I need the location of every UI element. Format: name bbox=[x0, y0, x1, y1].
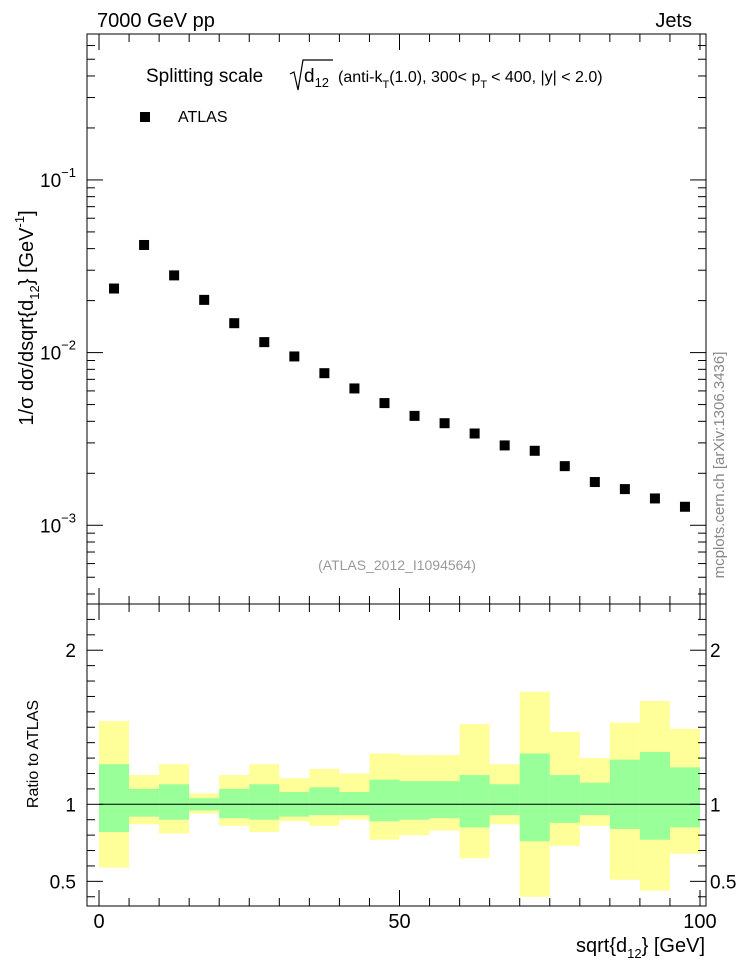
ratio-y-tick-label: 1 bbox=[65, 795, 76, 816]
ratio-band-inner bbox=[429, 781, 460, 819]
ratio-band-inner bbox=[219, 788, 250, 819]
data-point bbox=[529, 445, 540, 456]
ratio-plot-frame bbox=[86, 603, 707, 907]
ratio-y-tick-label-right: 1 bbox=[710, 795, 721, 816]
ratio-band-inner bbox=[99, 764, 130, 833]
x-tick-label: 0 bbox=[93, 911, 104, 933]
main-y-tick-label: 10−1 bbox=[40, 165, 76, 192]
ratio-band-inner bbox=[669, 767, 700, 828]
data-point bbox=[499, 440, 510, 451]
plot-title-symbol: d12 bbox=[304, 66, 329, 90]
main-data-points bbox=[109, 239, 690, 512]
legend-label-atlas: ATLAS bbox=[178, 109, 228, 126]
ratio-band-inner bbox=[459, 775, 490, 828]
ratio-band-inner bbox=[639, 751, 670, 840]
ratio-y-tick-label-right: 2 bbox=[710, 641, 721, 662]
ratio-band-inner bbox=[129, 788, 160, 817]
ratio-band-inner bbox=[609, 759, 640, 829]
ratio-band-inner bbox=[369, 779, 400, 822]
main-y-tick-label: 10−3 bbox=[40, 510, 76, 537]
ratio-y-tick-label-right: 0.5 bbox=[710, 872, 736, 893]
ratio-y-tick-label: 2 bbox=[65, 641, 76, 662]
data-point bbox=[139, 239, 150, 250]
ratio-axis-ticks: 0 50 100 0.5 0.5 1 1 2 2 bbox=[50, 604, 736, 933]
ratio-band-inner bbox=[159, 784, 190, 820]
data-point bbox=[619, 484, 630, 495]
plot-title-details: (anti-kT(1.0), 300< pT < 400, |y| < 2.0) bbox=[338, 69, 603, 91]
x-axis-label: sqrt{d12} [GeV] bbox=[576, 935, 705, 961]
ratio-band-inner bbox=[489, 784, 520, 816]
ratio-y-tick-label: 0.5 bbox=[50, 872, 76, 893]
data-point bbox=[169, 270, 180, 281]
data-point bbox=[109, 283, 120, 294]
main-y-axis-label: 1/σ dσ/dsqrt{d12} [GeV-1] bbox=[12, 210, 42, 425]
data-point bbox=[469, 428, 480, 439]
ratio-y-axis-label: Ratio to ATLAS bbox=[25, 700, 42, 808]
legend-marker-atlas bbox=[140, 112, 150, 122]
x-tick-label: 100 bbox=[683, 911, 716, 933]
ratio-band-inner bbox=[399, 781, 430, 820]
data-point bbox=[679, 501, 690, 512]
sqrt-symbol bbox=[289, 59, 333, 91]
data-point bbox=[409, 410, 420, 421]
ratio-band-inner bbox=[579, 782, 610, 816]
data-point bbox=[379, 398, 390, 409]
data-point bbox=[349, 383, 360, 394]
ratio-bands bbox=[99, 691, 700, 897]
data-point bbox=[199, 294, 210, 305]
ratio-band-inner bbox=[249, 784, 280, 820]
data-point bbox=[649, 493, 660, 504]
ratio-band-inner bbox=[309, 787, 340, 816]
x-tick-label: 50 bbox=[388, 911, 410, 933]
data-point bbox=[559, 461, 570, 472]
data-point bbox=[259, 337, 270, 348]
data-point bbox=[229, 318, 240, 329]
data-point bbox=[289, 351, 300, 362]
analysis-watermark: (ATLAS_2012_I1094564) bbox=[318, 557, 476, 573]
main-axis-ticks: 10−1 10−2 10−3 bbox=[40, 34, 706, 604]
data-point bbox=[319, 368, 330, 379]
plot-title: Splitting scale bbox=[146, 66, 263, 87]
main-y-tick-label: 10−2 bbox=[40, 338, 76, 365]
side-source-label: mcplots.cern.ch [arXiv:1306.3436] bbox=[711, 352, 728, 579]
data-point bbox=[589, 477, 600, 488]
header-right: Jets bbox=[655, 10, 692, 32]
ratio-band-inner bbox=[519, 753, 550, 842]
ratio-band-inner bbox=[549, 775, 580, 823]
header-left: 7000 GeV pp bbox=[97, 10, 215, 32]
data-point bbox=[439, 418, 450, 429]
ratio-band-inner bbox=[339, 791, 370, 816]
